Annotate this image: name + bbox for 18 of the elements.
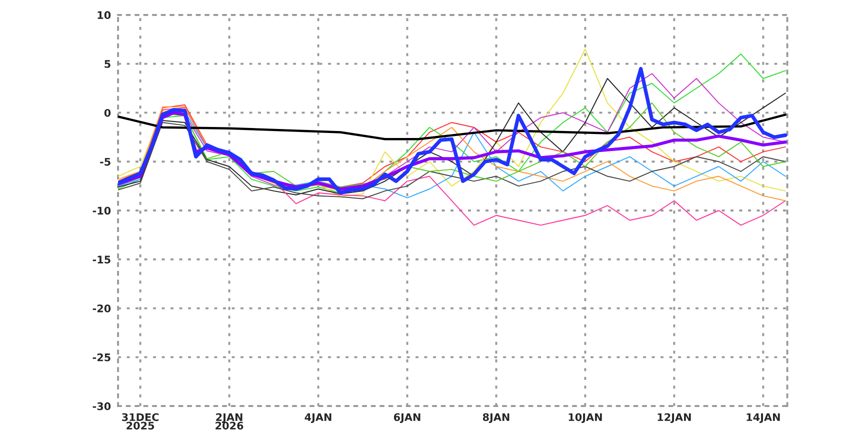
x-tick-label: 8JAN bbox=[482, 413, 510, 424]
x-tick-label: 2JAN 2026 bbox=[216, 413, 244, 430]
x-tick-label: 10JAN bbox=[568, 413, 602, 424]
x-tick-label: 12JAN bbox=[658, 413, 691, 424]
y-tick-label: -15 bbox=[92, 256, 110, 264]
y-tick-label: -10 bbox=[92, 206, 111, 215]
x-tick-label: 14JAN bbox=[746, 413, 780, 424]
y-tick-label: 10 bbox=[98, 11, 111, 20]
y-tick-label: 5 bbox=[104, 60, 110, 68]
x-tick-label: 6JAN bbox=[394, 413, 420, 424]
line-series bbox=[118, 114, 787, 140]
y-tick-label: -20 bbox=[92, 304, 111, 312]
y-tick-label: -5 bbox=[100, 158, 110, 166]
y-tick-label: 0 bbox=[104, 108, 111, 117]
x-tick-label: 31DEC 2025 bbox=[122, 413, 159, 430]
y-tick-label: -25 bbox=[92, 353, 110, 362]
y-tick-label: -30 bbox=[92, 402, 111, 410]
x-tick-label: 4JAN bbox=[304, 413, 332, 424]
